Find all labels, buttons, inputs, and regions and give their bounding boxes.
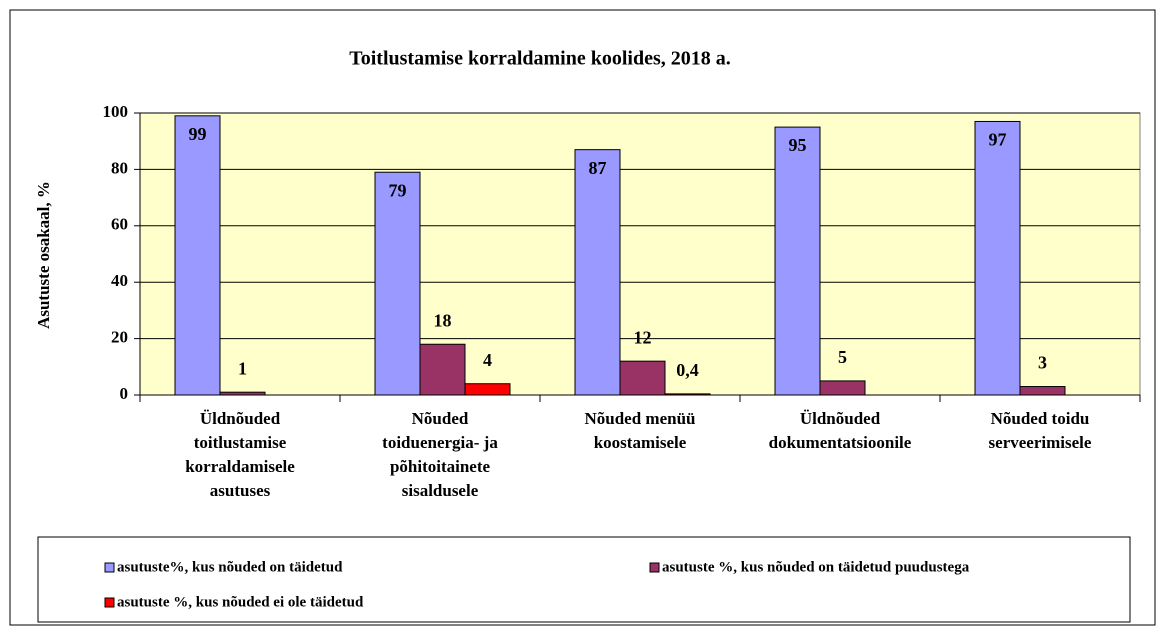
x-tick-label: toiduenergia- ja xyxy=(382,433,498,452)
bar xyxy=(774,126,821,396)
y-tick-label: 80 xyxy=(111,158,128,177)
bar xyxy=(174,115,221,396)
data-label: 4 xyxy=(483,350,492,370)
y-tick-label: 0 xyxy=(120,384,129,403)
data-label: 12 xyxy=(634,327,652,347)
y-axis-label: Asutuste osakaal, % xyxy=(34,181,53,329)
x-tick-label: Nõuded xyxy=(412,409,469,428)
y-tick-label: 20 xyxy=(111,328,128,347)
data-label: 0,4 xyxy=(676,360,699,380)
bar xyxy=(1019,386,1066,396)
x-tick-label: põhitoitainete xyxy=(390,457,491,476)
legend-label: asutuste %, kus nõuded ei ole täidetud xyxy=(117,594,364,610)
bar xyxy=(574,149,621,396)
x-tick-label: korraldamisele xyxy=(185,457,295,476)
y-tick-label: 100 xyxy=(103,102,129,121)
bar xyxy=(374,171,421,396)
legend xyxy=(37,536,1131,623)
bar xyxy=(664,393,711,396)
data-label: 1 xyxy=(238,358,247,378)
legend-label: asutuste %, kus nõuded on täidetud puudu… xyxy=(662,559,970,575)
bar xyxy=(219,391,266,396)
x-tick-label: Üldnõuded xyxy=(800,409,881,428)
data-label: 99 xyxy=(189,124,207,144)
bar xyxy=(619,360,666,396)
x-tick-label: Nõuded toidu xyxy=(991,409,1090,428)
x-tick-label: asutuses xyxy=(210,481,271,500)
x-tick-label: Nõuded menüü xyxy=(584,409,695,428)
data-label: 3 xyxy=(1038,353,1047,373)
x-tick-label: serveerimisele xyxy=(989,433,1092,452)
y-tick-label: 60 xyxy=(111,215,128,234)
bar xyxy=(974,120,1021,396)
chart-title: Toitlustamise korraldamine koolides, 201… xyxy=(349,48,731,70)
legend-swatch xyxy=(104,562,115,573)
x-tick-label: dokumentatsioonile xyxy=(769,433,912,452)
bar xyxy=(464,383,511,396)
legend-swatch xyxy=(104,597,115,608)
bar xyxy=(819,380,866,396)
data-label: 79 xyxy=(389,180,407,200)
bar xyxy=(419,343,466,396)
legend-swatch xyxy=(649,562,660,573)
x-tick-label: koostamisele xyxy=(594,433,687,452)
data-label: 5 xyxy=(838,347,847,367)
legend-label: asutuste%, kus nõuded on täidetud xyxy=(117,559,343,575)
data-label: 87 xyxy=(589,158,607,178)
data-label: 95 xyxy=(789,135,807,155)
data-label: 18 xyxy=(434,310,452,330)
x-tick-label: Üldnõuded xyxy=(200,409,281,428)
x-tick-label: toitlustamise xyxy=(194,433,287,452)
x-tick-label: sisaldusele xyxy=(402,481,479,500)
data-label: 97 xyxy=(989,130,1007,150)
y-tick-label: 40 xyxy=(111,271,128,290)
